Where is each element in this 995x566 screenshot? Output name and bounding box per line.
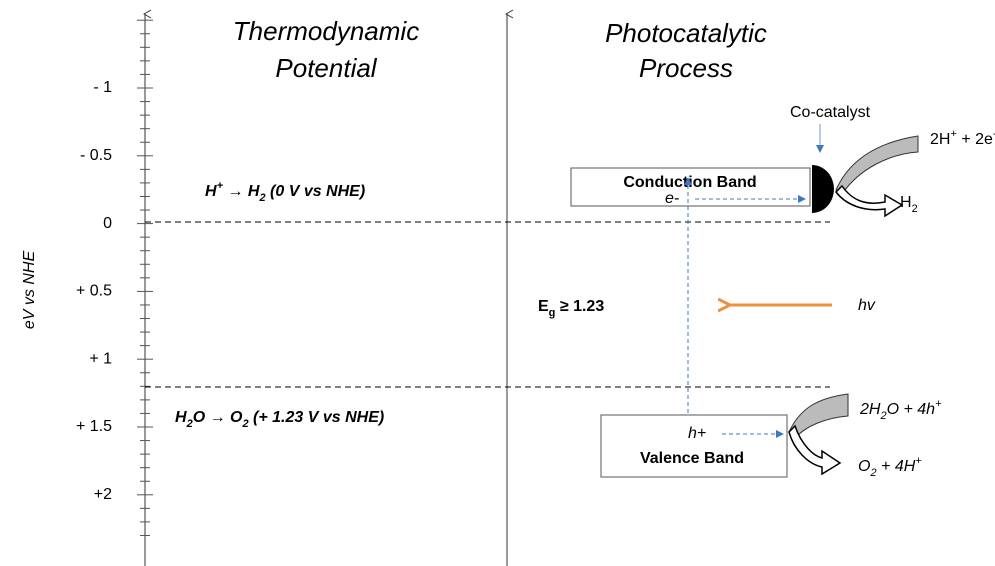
y-tick-label: + 0.5	[76, 283, 112, 300]
vb-reactants: 2H2O + 4h+	[859, 398, 942, 422]
right-title: Process	[639, 53, 733, 83]
y-tick-label: - 0.5	[80, 147, 112, 164]
y-tick-label: +2	[94, 486, 112, 503]
cb-product: H2	[900, 194, 918, 215]
conduction-band-box	[570, 167, 811, 207]
product-arrow	[835, 184, 904, 218]
left-title: Thermodynamic	[233, 16, 419, 46]
electron: e-	[665, 190, 679, 207]
conduction-band-label: Conduction Band	[623, 174, 756, 191]
y-tick-label: 0	[103, 215, 112, 232]
product-arrow	[788, 424, 842, 476]
vb-products: O2 + 4H+	[858, 455, 922, 479]
y-tick-label: - 1	[93, 79, 112, 96]
reactant-arrow	[788, 393, 849, 439]
valence-band-box	[600, 414, 788, 478]
reactant-arrow	[835, 135, 919, 195]
valence-band-label: Valence Band	[640, 450, 744, 467]
axis-ticks: - 1 - 0.5 0 + 0.5 + 1 + 1.5 +2	[76, 19, 153, 536]
hole: h+	[688, 425, 706, 442]
band-gap-label: Eg ≥ 1.23	[538, 298, 604, 319]
cocatalyst-particle	[812, 165, 834, 213]
y-tick-label: + 1.5	[76, 418, 112, 435]
left-title: Potential	[275, 53, 377, 83]
axis-label: eV vs NHE	[21, 251, 38, 330]
y-tick-label: + 1	[89, 350, 112, 367]
cocatalyst-label: Co-catalyst	[790, 104, 871, 121]
reduction-reaction: H+ → H2 (0 V vs NHE)	[205, 180, 365, 204]
light-label: hv	[858, 297, 876, 314]
cb-reactants: 2H+ + 2e-	[930, 128, 995, 148]
oxidation-reaction: H2O → O2 (+ 1.23 V vs NHE)	[175, 409, 384, 430]
right-title: Photocatalytic	[605, 18, 767, 48]
